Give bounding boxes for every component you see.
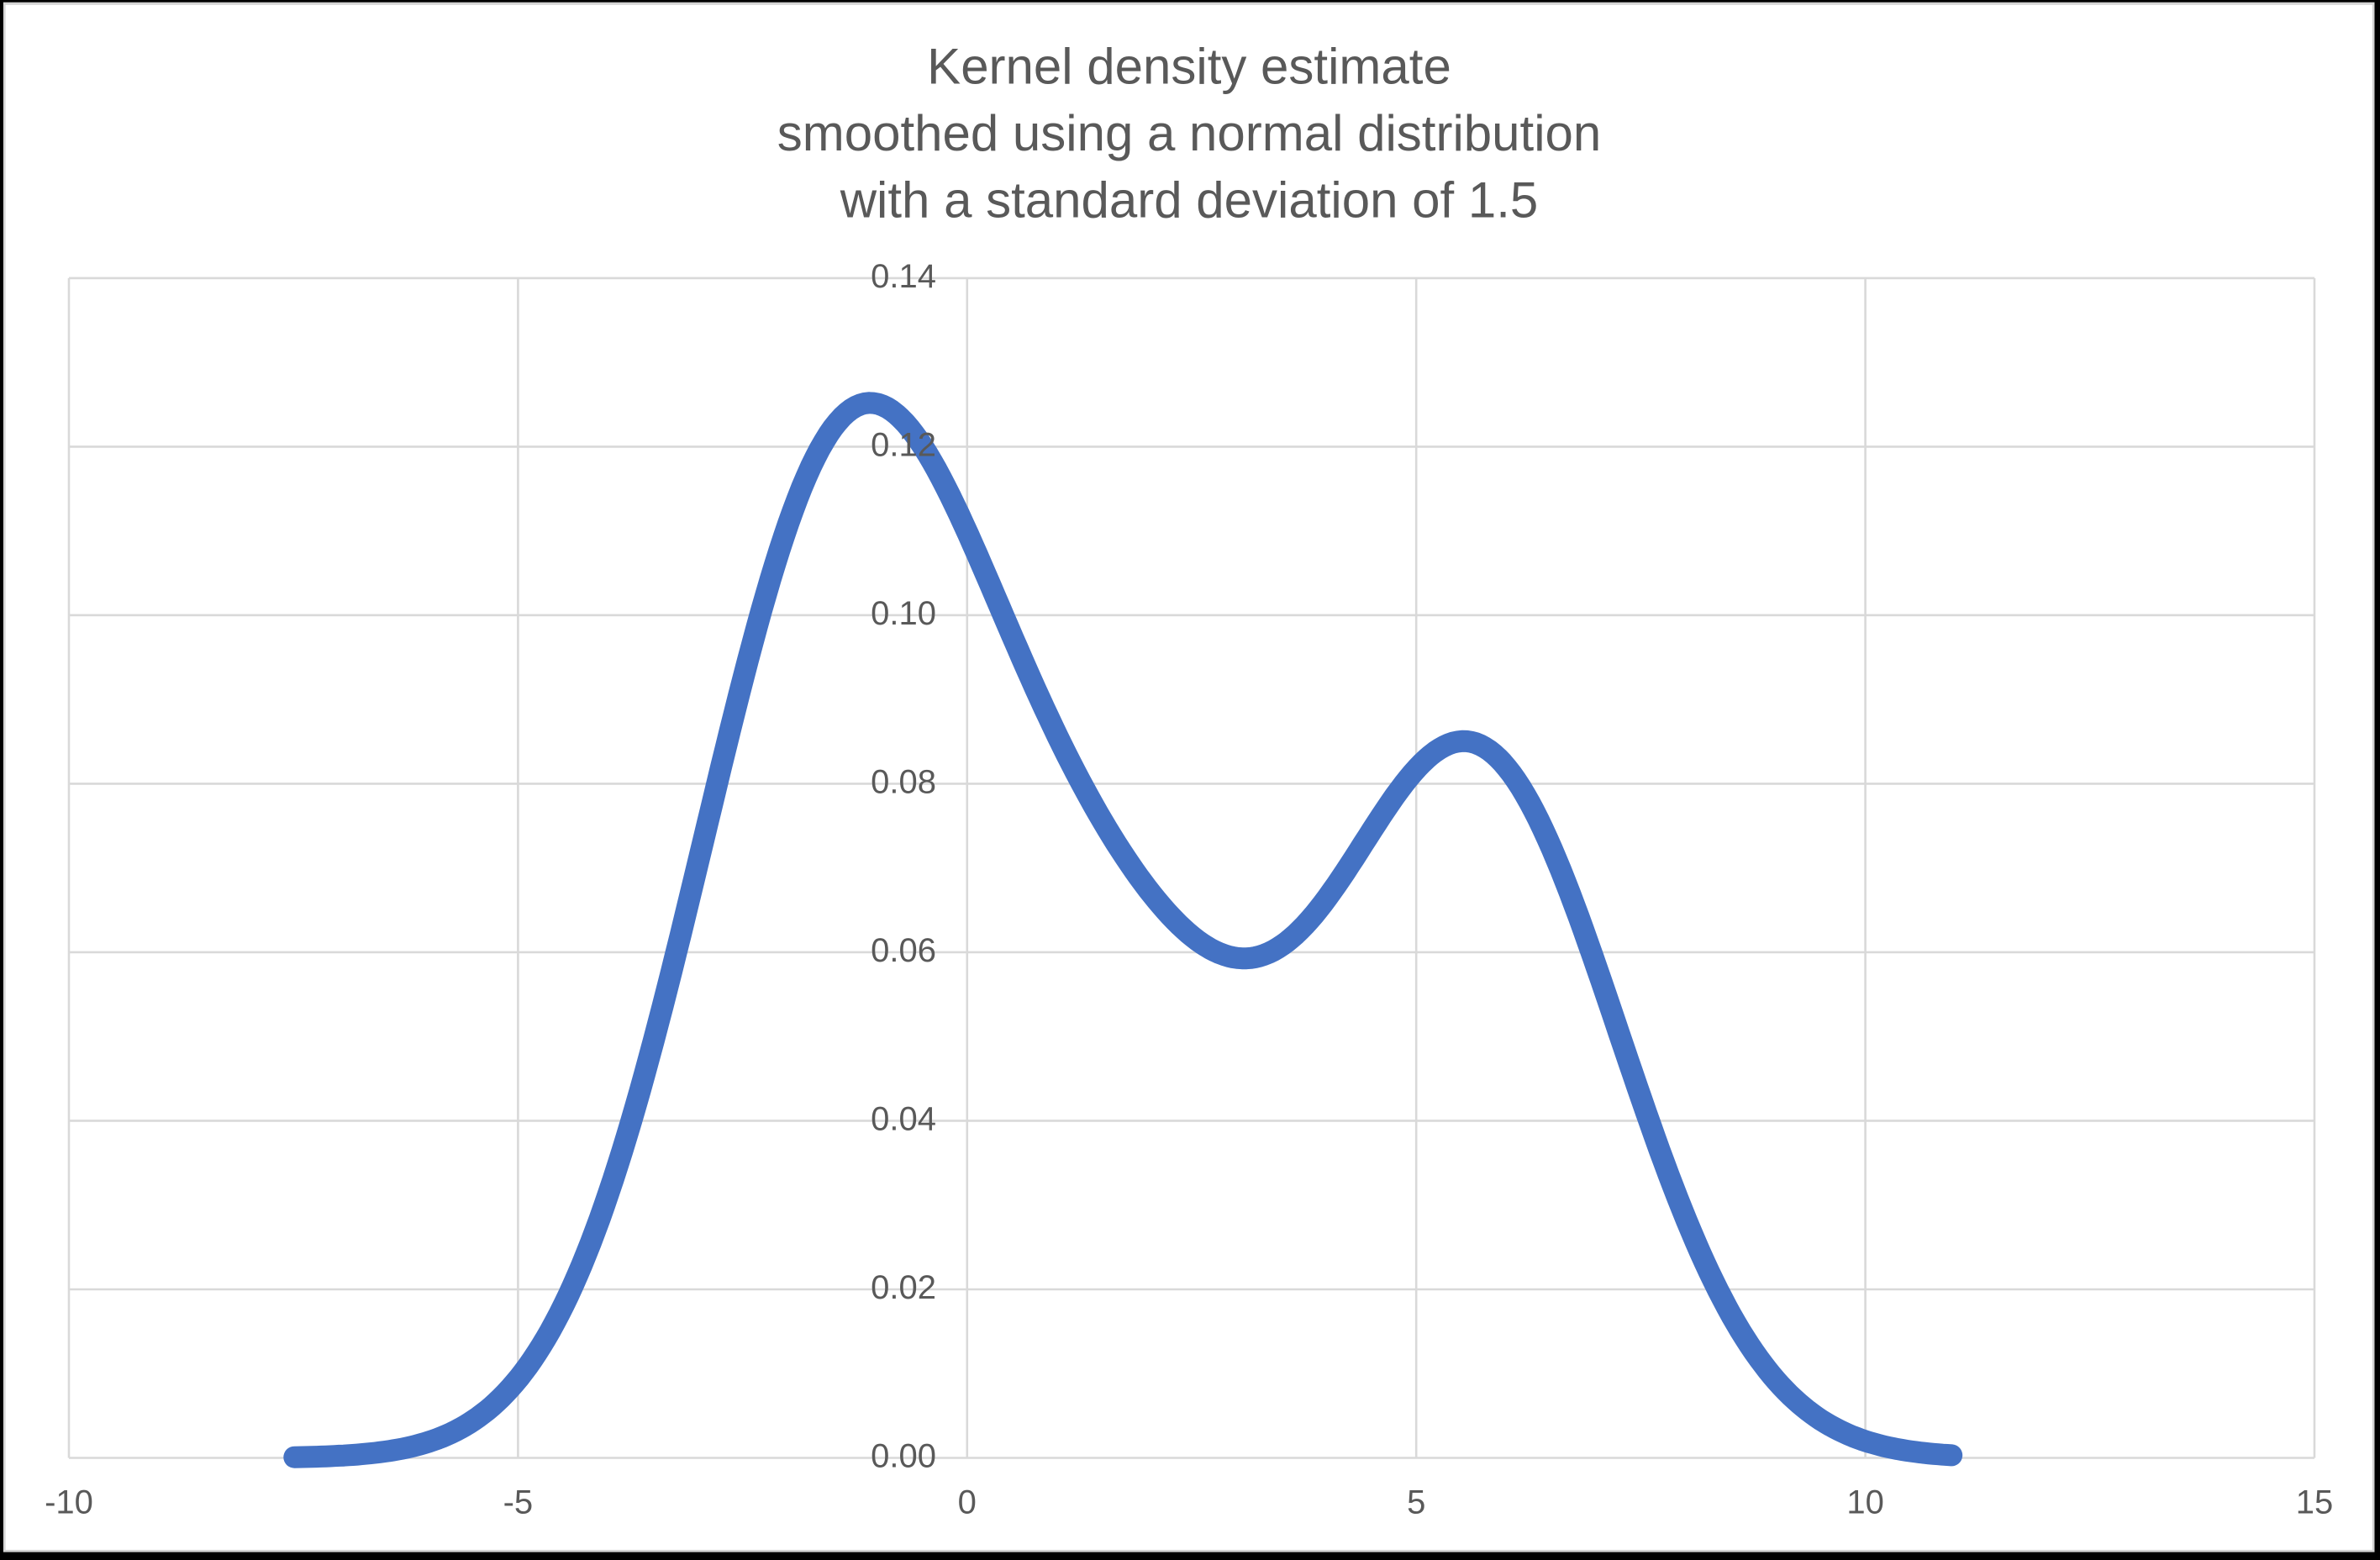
- svg-text:0.10: 0.10: [871, 595, 936, 632]
- svg-text:Kernel density estimate: Kernel density estimate: [927, 39, 1451, 95]
- svg-text:-10: -10: [45, 1484, 93, 1521]
- svg-text:-5: -5: [503, 1484, 534, 1521]
- svg-text:0.12: 0.12: [871, 426, 936, 463]
- svg-text:0.08: 0.08: [871, 763, 936, 800]
- svg-text:10: 10: [1846, 1484, 1884, 1521]
- svg-text:5: 5: [1407, 1484, 1425, 1521]
- svg-text:0.06: 0.06: [871, 932, 936, 969]
- svg-text:15: 15: [2296, 1484, 2334, 1521]
- svg-text:with a standard deviation of 1: with a standard deviation of 1.5: [840, 172, 1539, 229]
- svg-text:0.00: 0.00: [871, 1438, 936, 1475]
- svg-text:0: 0: [958, 1484, 977, 1521]
- svg-text:0.04: 0.04: [871, 1101, 936, 1138]
- svg-text:0.02: 0.02: [871, 1269, 936, 1306]
- svg-text:0.14: 0.14: [871, 258, 936, 295]
- svg-text:smoothed using a normal distri: smoothed using a normal distribution: [777, 105, 1602, 161]
